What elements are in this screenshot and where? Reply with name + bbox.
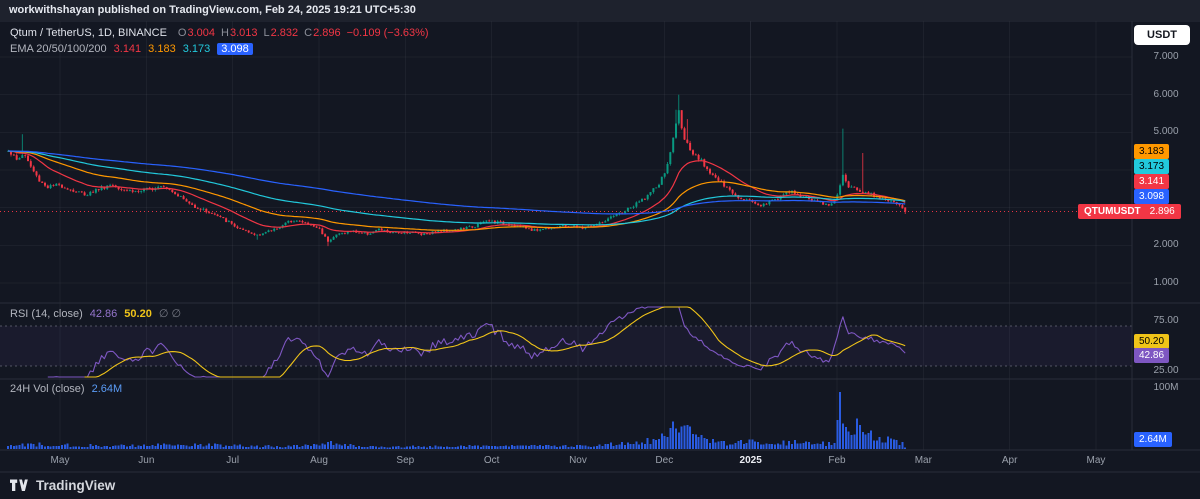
- ohlc-open-label: O: [177, 27, 187, 39]
- publish-bar: workwithshayan published on TradingView.…: [0, 0, 1200, 21]
- ohlc-low-label: L: [263, 27, 270, 39]
- volume-legend-value: 2.64M: [91, 383, 123, 395]
- time-axis[interactable]: [0, 450, 1132, 472]
- volume-legend: 24H Vol (close) 2.64M: [10, 381, 124, 397]
- rsi-indicator-title[interactable]: RSI (14, close): [10, 308, 83, 320]
- ema-indicator-title[interactable]: EMA 20/50/100/200: [10, 43, 107, 55]
- ema20-legend-value: 3.141: [113, 43, 142, 55]
- footer-bar: TradingView: [0, 472, 1200, 499]
- tradingview-brand-text[interactable]: TradingView: [36, 478, 116, 493]
- ohlc-high-value: 3.013: [229, 27, 258, 39]
- tradingview-logo-icon[interactable]: [10, 478, 29, 493]
- ohlc-change-value: −0.109 (−3.63%): [346, 27, 429, 39]
- symbol-title[interactable]: Qtum / TetherUS, 1D, BINANCE: [10, 27, 167, 39]
- rsi-legend: RSI (14, close) 42.86 50.20 ∅ ∅: [10, 306, 183, 322]
- rsi-legend-extra: ∅ ∅: [158, 308, 182, 320]
- ema50-legend-value: 3.183: [148, 43, 176, 55]
- rsi-legend-value: 42.86: [89, 308, 118, 320]
- rsi-ma-legend-value: 50.20: [124, 308, 152, 320]
- price-axis[interactable]: [1132, 21, 1200, 450]
- ohlc-low-value: 2.832: [270, 27, 299, 39]
- price-legend: Qtum / TetherUS, 1D, BINANCE O3.004 H3.013…: [10, 25, 431, 57]
- ohlc-open-value: 3.004: [187, 27, 215, 39]
- ema100-legend-value: 3.173: [182, 43, 211, 55]
- currency-toggle-button[interactable]: USDT: [1134, 25, 1190, 45]
- ema200-legend-value: 3.098: [217, 43, 253, 55]
- volume-indicator-title[interactable]: 24H Vol (close): [10, 383, 85, 395]
- ohlc-close-label: C: [304, 27, 313, 39]
- ohlc-high-label: H: [221, 27, 229, 39]
- publish-text: workwithshayan published on TradingView.…: [9, 4, 416, 16]
- ohlc-close-value: 2.896: [313, 27, 341, 39]
